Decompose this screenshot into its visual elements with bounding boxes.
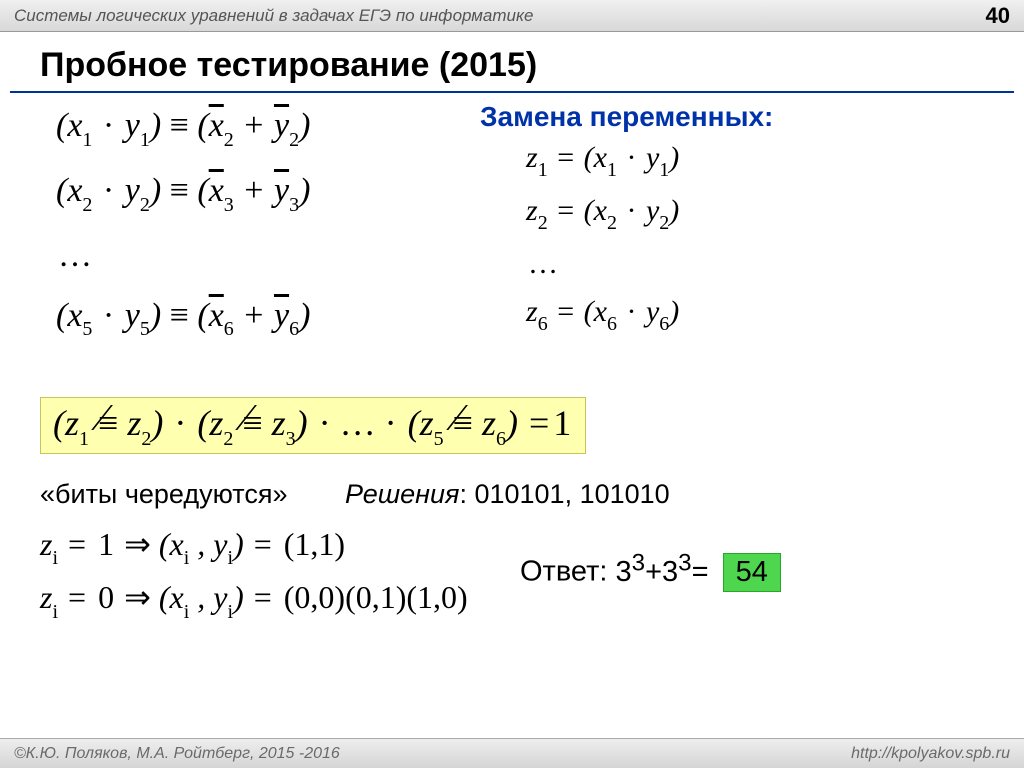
content-area: (x1 · y1) ≡ (x2 + y2) (x2 · y2) ≡ (x3 + …	[0, 93, 1024, 743]
answer-value: 54	[723, 553, 781, 592]
slide-title: Пробное тестирование (2015)	[10, 32, 1014, 93]
left-equations: (x1 · y1) ≡ (x2 + y2) (x2 · y2) ≡ (x3 + …	[56, 107, 310, 361]
z-eq-2: z2 = (x2 · y2)	[480, 194, 773, 233]
z-eq-1: z1 = (x1 · y1)	[480, 141, 773, 180]
header-title: Системы логических уравнений в задачах Е…	[14, 6, 534, 26]
imp-row-2: zi = 0 ⇒ (xi , yi) = (0,0)(0,1)(1,0)	[40, 578, 470, 621]
footer-bar: ©К.Ю. Поляков, М.А. Ройтберг, 2015 -2016…	[0, 738, 1024, 768]
eq-dots: …	[56, 237, 310, 275]
bits-label: «биты чередуются»	[40, 479, 287, 510]
imp-row-1: zi = 1 ⇒ (xi , yi) = (1,1)	[40, 525, 470, 568]
header-bar: Системы логических уравнений в задачах Е…	[0, 0, 1024, 32]
answer-expr: 33+33=	[616, 556, 709, 588]
page-number: 40	[986, 3, 1010, 29]
highlighted-equation: (z1 ≡⁄ z2) · (z2 ≡⁄ z3) · … · (z5 ≡⁄ z6)…	[40, 397, 586, 454]
bits-row: «биты чередуются» Решения: 010101, 10101…	[40, 479, 670, 510]
z-dots: …	[480, 247, 773, 281]
substitution-header: Замена переменных:	[480, 101, 773, 133]
eq-row-2: (x2 · y2) ≡ (x3 + y3)	[56, 172, 310, 215]
eq-row-3: (x5 · y5) ≡ (x6 + y6)	[56, 297, 310, 340]
eq-row-1: (x1 · y1) ≡ (x2 + y2)	[56, 107, 310, 150]
footer-url: http://kpolyakov.spb.ru	[851, 745, 1010, 763]
z-eq-3: z6 = (x6 · y6)	[480, 295, 773, 334]
answer-label: Ответ	[520, 556, 599, 588]
solutions-label: Решения	[345, 479, 459, 509]
answer-row: Ответ: 33+33= 54	[520, 549, 781, 592]
implication-equations: zi = 1 ⇒ (xi , yi) = (1,1) zi = 0 ⇒ (xi …	[40, 525, 470, 632]
solutions-values: 010101, 101010	[474, 479, 669, 509]
footer-copyright: ©К.Ю. Поляков, М.А. Ройтберг, 2015 -2016	[14, 745, 340, 763]
right-column: Замена переменных: z1 = (x1 · y1) z2 = (…	[480, 101, 773, 348]
